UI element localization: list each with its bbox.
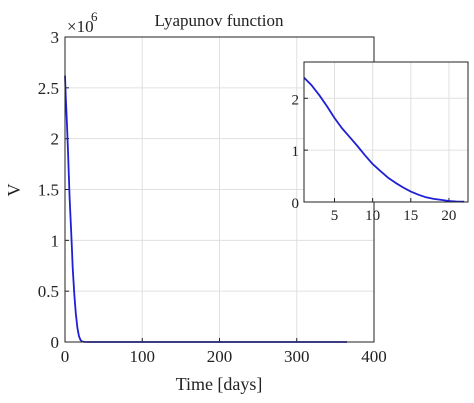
main-x-tick-labels: 0 100 200 300 400 [61, 347, 387, 366]
y-tick-label: 0 [292, 196, 300, 212]
x-tick-label: 200 [207, 347, 233, 366]
y-tick-label: 1 [292, 144, 300, 160]
x-tick-label: 5 [331, 208, 339, 224]
x-tick-label: 400 [361, 347, 387, 366]
main-y-tick-labels: 0 0.5 1 1.5 2 2.5 3 [38, 28, 59, 352]
inset-plot-area [304, 62, 468, 202]
series-line [303, 76, 465, 203]
y-tick-label: 0.5 [38, 282, 59, 301]
y-tick-label: 1.5 [38, 181, 59, 200]
x-axis-label: Time [days] [176, 374, 263, 394]
y-tick-label: 2.5 [38, 79, 59, 98]
y-multiplier: ×10 [67, 17, 94, 36]
inset-plot-frame [303, 61, 469, 203]
x-tick-label: 20 [441, 208, 456, 224]
x-tick-label: 300 [284, 347, 310, 366]
y-tick-label: 0 [51, 333, 60, 352]
x-tick-label: 100 [130, 347, 156, 366]
y-tick-label: 3 [51, 28, 60, 47]
y-axis-label: V [4, 184, 24, 197]
inset-series [303, 76, 465, 203]
x-tick-label: 10 [365, 208, 380, 224]
x-tick-label: 15 [403, 208, 418, 224]
x-tick-label: 0 [61, 347, 70, 366]
y-exponent: 6 [91, 9, 98, 24]
y-tick-label: 1 [51, 231, 60, 250]
inset-y-tick-labels: 0 1 2 [292, 92, 300, 212]
y-tick-label: 2 [51, 130, 60, 149]
inset-x-tick-labels: 5 10 15 20 [331, 208, 457, 224]
chart-title: Lyapunov function [155, 11, 284, 30]
y-tick-label: 2 [292, 92, 300, 108]
